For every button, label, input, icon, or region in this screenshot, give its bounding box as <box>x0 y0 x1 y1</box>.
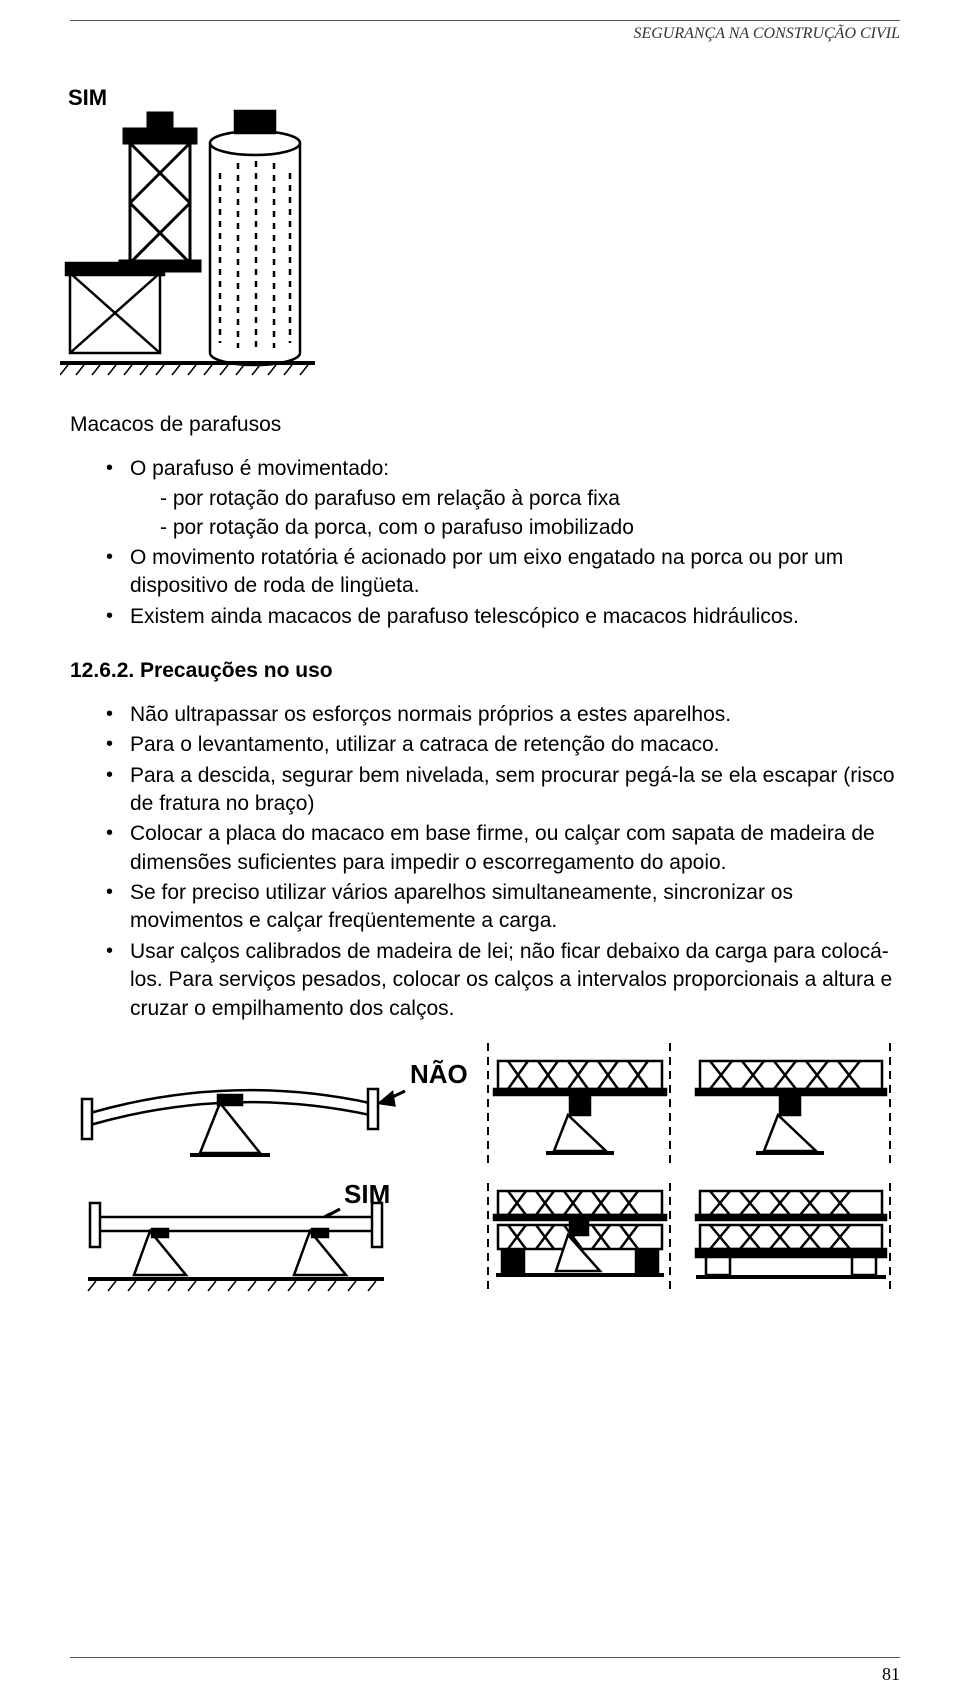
sub-lines: - por rotação do parafuso em relação à p… <box>130 485 900 542</box>
list-item: Usar calços calibrados de madeira de lei… <box>106 938 900 1023</box>
list-item: O movimento rotatória é acionado por um … <box>106 544 900 601</box>
figure2-label-yes: SIM <box>344 1179 390 1209</box>
list-item: Não ultrapassar os esforços normais próp… <box>106 701 900 729</box>
page-footer: 81 <box>70 1657 900 1685</box>
bullet-text: Para a descida, segurar bem nivelada, se… <box>130 764 895 815</box>
subsection-heading: 12.6.2. Precauções no uso <box>70 659 900 683</box>
bullet-text: Não ultrapassar os esforços normais próp… <box>130 703 731 726</box>
bullet-text: Para o levantamento, utilizar a catraca … <box>130 733 720 756</box>
bullet-text: Se for preciso utilizar vários aparelhos… <box>130 881 793 932</box>
page-container: SEGURANÇA NA CONSTRUÇÃO CIVIL SIM <box>0 0 960 1705</box>
page-number: 81 <box>70 1664 900 1685</box>
list-item: O parafuso é movimentado: - por rotação … <box>106 455 900 542</box>
precautions-list: Não ultrapassar os esforços normais próp… <box>70 701 900 1023</box>
section-title: Macacos de parafusos <box>70 413 900 437</box>
bullet-text: Colocar a placa do macaco em base firme,… <box>130 822 875 873</box>
list-item: Existem ainda macacos de parafuso telesc… <box>106 603 900 631</box>
bullet-text: Existem ainda macacos de parafuso telesc… <box>130 605 799 628</box>
running-header: SEGURANÇA NA CONSTRUÇÃO CIVIL <box>70 25 900 43</box>
figure-jack-usage: NÃO <box>70 1043 900 1303</box>
list-item: Se for preciso utilizar vários aparelhos… <box>106 879 900 936</box>
jack-usage-svg: NÃO <box>70 1043 900 1303</box>
figure2-label-no: NÃO <box>410 1059 468 1089</box>
list-item: Colocar a placa do macaco em base firme,… <box>106 820 900 877</box>
jack-diagram-svg: SIM <box>60 83 320 383</box>
header-rule <box>70 20 900 21</box>
footer-rule <box>70 1657 900 1658</box>
intro-bullet-list: O parafuso é movimentado: - por rotação … <box>70 455 900 631</box>
bullet-text: O movimento rotatória é acionado por um … <box>130 546 843 597</box>
sub-line: - por rotação do parafuso em relação à p… <box>148 485 900 513</box>
bullet-text: O parafuso é movimentado: <box>130 457 389 480</box>
list-item: Para o levantamento, utilizar a catraca … <box>106 731 900 759</box>
sub-line: - por rotação da porca, com o parafuso i… <box>148 514 900 542</box>
figure-sim-jack: SIM <box>60 83 900 383</box>
figure1-label: SIM <box>68 85 107 110</box>
bullet-text: Usar calços calibrados de madeira de lei… <box>130 940 892 1020</box>
list-item: Para a descida, segurar bem nivelada, se… <box>106 762 900 819</box>
